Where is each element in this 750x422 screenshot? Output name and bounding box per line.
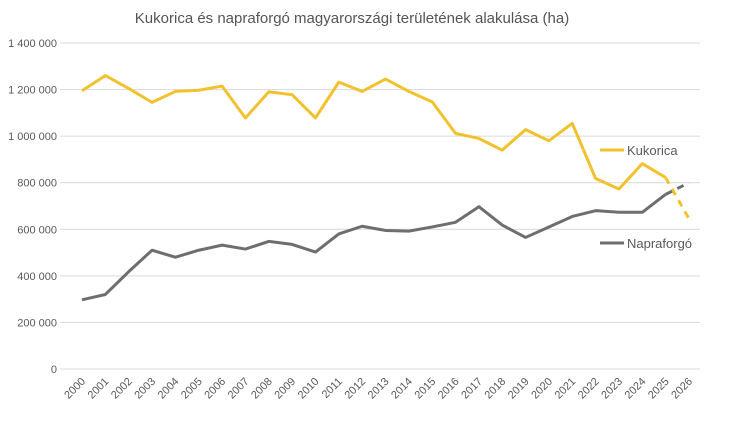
y-tick-label: 1 000 000 [8,131,57,143]
x-tick-label: 2009 [272,376,298,402]
x-tick-label: 2011 [320,376,345,401]
x-tick-label: 2025 [646,376,672,402]
x-tick-label: 2007 [226,376,252,402]
legend-label: Napraforgó [627,236,692,251]
x-tick-label: 2022 [576,376,602,402]
x-tick-label: 2003 [132,376,158,402]
x-tick-label: 2017 [459,376,485,402]
x-tick-label: 2023 [599,376,625,402]
x-tick-label: 2014 [389,376,415,402]
y-tick-label: 800 000 [17,178,57,190]
x-tick-label: 2021 [553,376,579,402]
y-tick-label: 400 000 [17,271,57,283]
x-tick-label: 2026 [669,376,695,402]
x-tick-label: 2008 [249,376,275,402]
x-tick-label: 2016 [436,376,462,402]
x-tick-label: 2000 [62,376,88,402]
x-tick-label: 2020 [529,376,555,402]
x-tick-label: 2019 [506,376,532,402]
x-tick-label: 2006 [202,376,228,402]
series-line-kukorica [81,74,667,191]
y-tick-label: 1 200 000 [8,85,57,97]
x-tick-label: 2001 [86,376,112,402]
x-tick-label: 2015 [413,376,439,402]
x-tick-label: 2012 [342,376,368,402]
legend-label: Kukorica [627,143,678,158]
series-line-napraforgó [81,193,667,302]
x-tick-label: 2004 [156,376,182,402]
x-tick-label: 2002 [109,376,135,402]
y-tick-label: 200 000 [17,317,57,329]
y-tick-label: 600 000 [17,224,57,236]
x-tick-label: 2013 [366,376,392,402]
y-tick-label: 0 [51,364,57,376]
chart-title: Kukorica és napraforgó magyarországi ter… [135,10,569,27]
y-tick-label: 1 400 000 [8,38,57,50]
x-tick-label: 2005 [179,376,205,402]
series-forecast-line-kukorica [664,176,691,220]
x-tick-label: 2018 [483,376,509,402]
series-forecast-line-napraforgó [664,181,690,196]
x-tick-label: 2024 [623,376,649,402]
x-tick-label: 2010 [296,376,322,402]
